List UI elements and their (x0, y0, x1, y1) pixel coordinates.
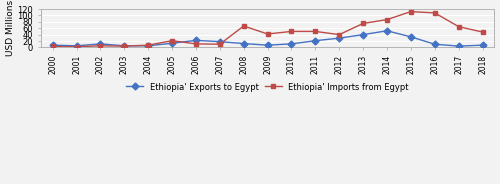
Ethiopia' Imports from Egypt (384, 19, 390, 21)
Ethiopia' Imports from Egypt (336, 33, 342, 36)
Ethiopia' Imports from Egypt (312, 30, 318, 33)
Ethiopia' Imports from Egypt (74, 46, 80, 48)
Ethiopia' Exports to Egypt (122, 45, 128, 47)
Ethiopia' Imports from Egypt (169, 40, 175, 42)
Ethiopia' Exports to Egypt (432, 43, 438, 45)
Ethiopia' Imports from Egypt (456, 26, 462, 28)
Ethiopia' Imports from Egypt (145, 44, 151, 46)
Legend: Ethiopia' Exports to Egypt, Ethiopia' Imports from Egypt: Ethiopia' Exports to Egypt, Ethiopia' Im… (123, 79, 412, 95)
Ethiopia' Exports to Egypt (360, 33, 366, 36)
Ethiopia' Imports from Egypt (288, 30, 294, 33)
Ethiopia' Imports from Egypt (408, 10, 414, 13)
Ethiopia' Exports to Egypt (145, 45, 151, 47)
Ethiopia' Exports to Egypt (240, 43, 246, 45)
Ethiopia' Imports from Egypt (264, 33, 270, 35)
Ethiopia' Imports from Egypt (193, 43, 199, 45)
Ethiopia' Exports to Egypt (288, 43, 294, 45)
Ethiopia' Exports to Egypt (480, 44, 486, 46)
Ethiopia' Exports to Egypt (74, 45, 80, 47)
Ethiopia' Imports from Egypt (240, 25, 246, 27)
Line: Ethiopia' Exports to Egypt: Ethiopia' Exports to Egypt (50, 28, 485, 49)
Line: Ethiopia' Imports from Egypt: Ethiopia' Imports from Egypt (50, 9, 485, 49)
Ethiopia' Exports to Egypt (50, 44, 56, 46)
Ethiopia' Exports to Egypt (264, 44, 270, 46)
Ethiopia' Exports to Egypt (408, 36, 414, 38)
Ethiopia' Imports from Egypt (122, 45, 128, 47)
Ethiopia' Exports to Egypt (456, 45, 462, 47)
Ethiopia' Imports from Egypt (98, 45, 103, 47)
Ethiopia' Exports to Egypt (384, 30, 390, 32)
Y-axis label: USD Millions: USD Millions (6, 0, 15, 56)
Ethiopia' Imports from Egypt (480, 31, 486, 33)
Ethiopia' Exports to Egypt (312, 40, 318, 42)
Ethiopia' Exports to Egypt (98, 43, 103, 45)
Ethiopia' Imports from Egypt (432, 12, 438, 14)
Ethiopia' Exports to Egypt (169, 42, 175, 44)
Ethiopia' Imports from Egypt (217, 43, 223, 45)
Ethiopia' Exports to Egypt (217, 40, 223, 43)
Ethiopia' Exports to Egypt (193, 39, 199, 41)
Ethiopia' Imports from Egypt (50, 45, 56, 47)
Ethiopia' Exports to Egypt (336, 37, 342, 39)
Ethiopia' Imports from Egypt (360, 22, 366, 24)
